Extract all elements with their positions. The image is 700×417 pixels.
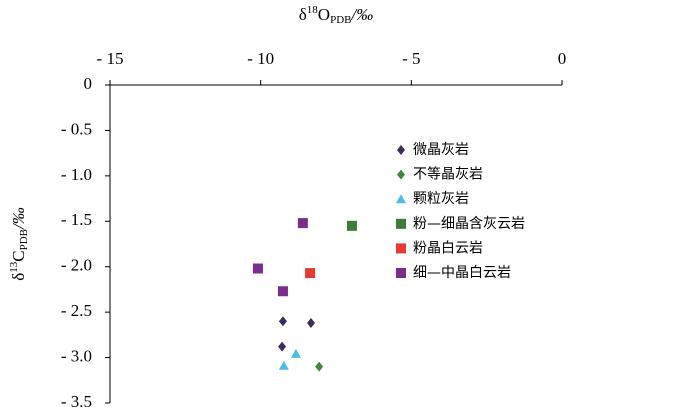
y-tick-label: - 1.0 — [61, 165, 92, 184]
point — [278, 341, 287, 352]
legend-label: 不等晶灰岩 — [413, 166, 483, 183]
x-tick-label: - 5 — [402, 49, 420, 68]
point — [290, 348, 301, 358]
y-tick-label: - 2.5 — [61, 301, 92, 320]
legend-label: 粉晶白云岩 — [413, 240, 483, 256]
legend-label: 颗粒灰岩 — [413, 191, 469, 207]
legend-label: 微晶灰岩 — [413, 142, 469, 158]
point — [277, 286, 288, 297]
point — [252, 263, 263, 274]
legend-marker — [396, 218, 406, 229]
y-tick-label: - 0.5 — [61, 119, 92, 138]
legend-marker — [397, 169, 405, 180]
x-axis-title: δ18OPDB/‰ — [299, 4, 373, 26]
point — [305, 268, 316, 279]
legend-label: 细—中晶白云岩 — [413, 265, 511, 281]
legend-marker — [396, 268, 406, 278]
point — [306, 318, 315, 329]
point — [346, 220, 357, 231]
y-tick-label: 0 — [84, 74, 93, 93]
x-tick-label: - 10 — [247, 49, 274, 68]
legend-marker — [396, 243, 406, 254]
point — [278, 316, 287, 327]
legend-marker — [397, 145, 405, 155]
legend-label: 粉—细晶含灰云岩 — [413, 216, 525, 232]
legend-marker — [396, 194, 406, 204]
x-tick-label: - 15 — [97, 49, 124, 68]
y-tick-label: - 3.5 — [61, 392, 92, 411]
y-tick-label: - 2.0 — [61, 256, 92, 275]
point — [297, 218, 308, 229]
point — [315, 361, 324, 372]
y-axis-title: δ13CPDB/‰ — [8, 207, 30, 281]
y-tick-label: - 3.0 — [61, 346, 92, 365]
x-tick-label: 0 — [558, 49, 567, 68]
y-tick-label: - 1.5 — [61, 210, 92, 229]
point — [278, 360, 289, 370]
